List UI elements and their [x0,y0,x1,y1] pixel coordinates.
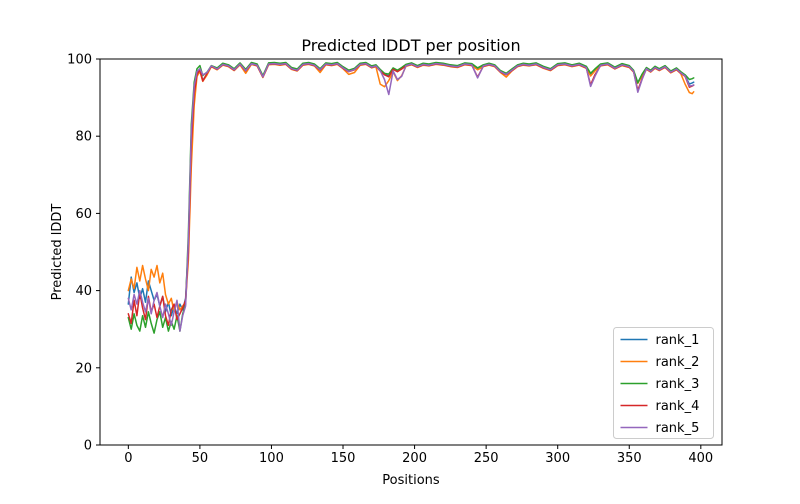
plot-border [99,58,723,446]
legend-box [613,327,714,439]
axes-layer: 0 50 100 150 200 250 300 350 400 0 20 40 60 80 100 [67,53,723,466]
x-tick-label: 350 [617,451,642,466]
series-line-rank_5 [127,62,695,332]
legend: rank_1 rank_2 rank_3 rank_4 rank_5 [613,327,714,439]
x-tick-label: 250 [474,451,499,466]
x-tick-label: 0 [124,451,132,466]
legend-label-rank_1: rank_1 [656,333,700,348]
x-axis-label: Positions [382,473,440,488]
legend-label-rank_3: rank_3 [656,377,700,392]
y-tick-label: 80 [75,130,92,145]
series-line-rank_4 [127,63,695,327]
series-line-rank_3 [127,61,695,334]
x-tick-label: 100 [259,451,284,466]
x-tick-label: 50 [192,451,209,466]
legend-label-rank_4: rank_4 [656,399,700,414]
legend-label-rank_5: rank_5 [656,421,700,436]
series-layer [127,61,695,334]
chart-title: Predicted lDDT per position [301,36,520,55]
y-tick-label: 0 [84,439,92,454]
y-tick-label: 20 [75,361,92,376]
y-tick-label: 60 [75,207,92,222]
series-line-rank_1 [127,62,695,317]
y-tick-label: 40 [75,284,92,299]
series-line-rank_2 [127,63,695,313]
y-axis-label: Predicted lDDT [50,204,65,301]
x-tick-label: 200 [402,451,427,466]
x-tick-label: 400 [688,451,713,466]
x-tick-label: 150 [331,451,356,466]
legend-label-rank_2: rank_2 [656,355,700,370]
x-tick-label: 300 [545,451,570,466]
y-tick-label: 100 [67,53,92,68]
